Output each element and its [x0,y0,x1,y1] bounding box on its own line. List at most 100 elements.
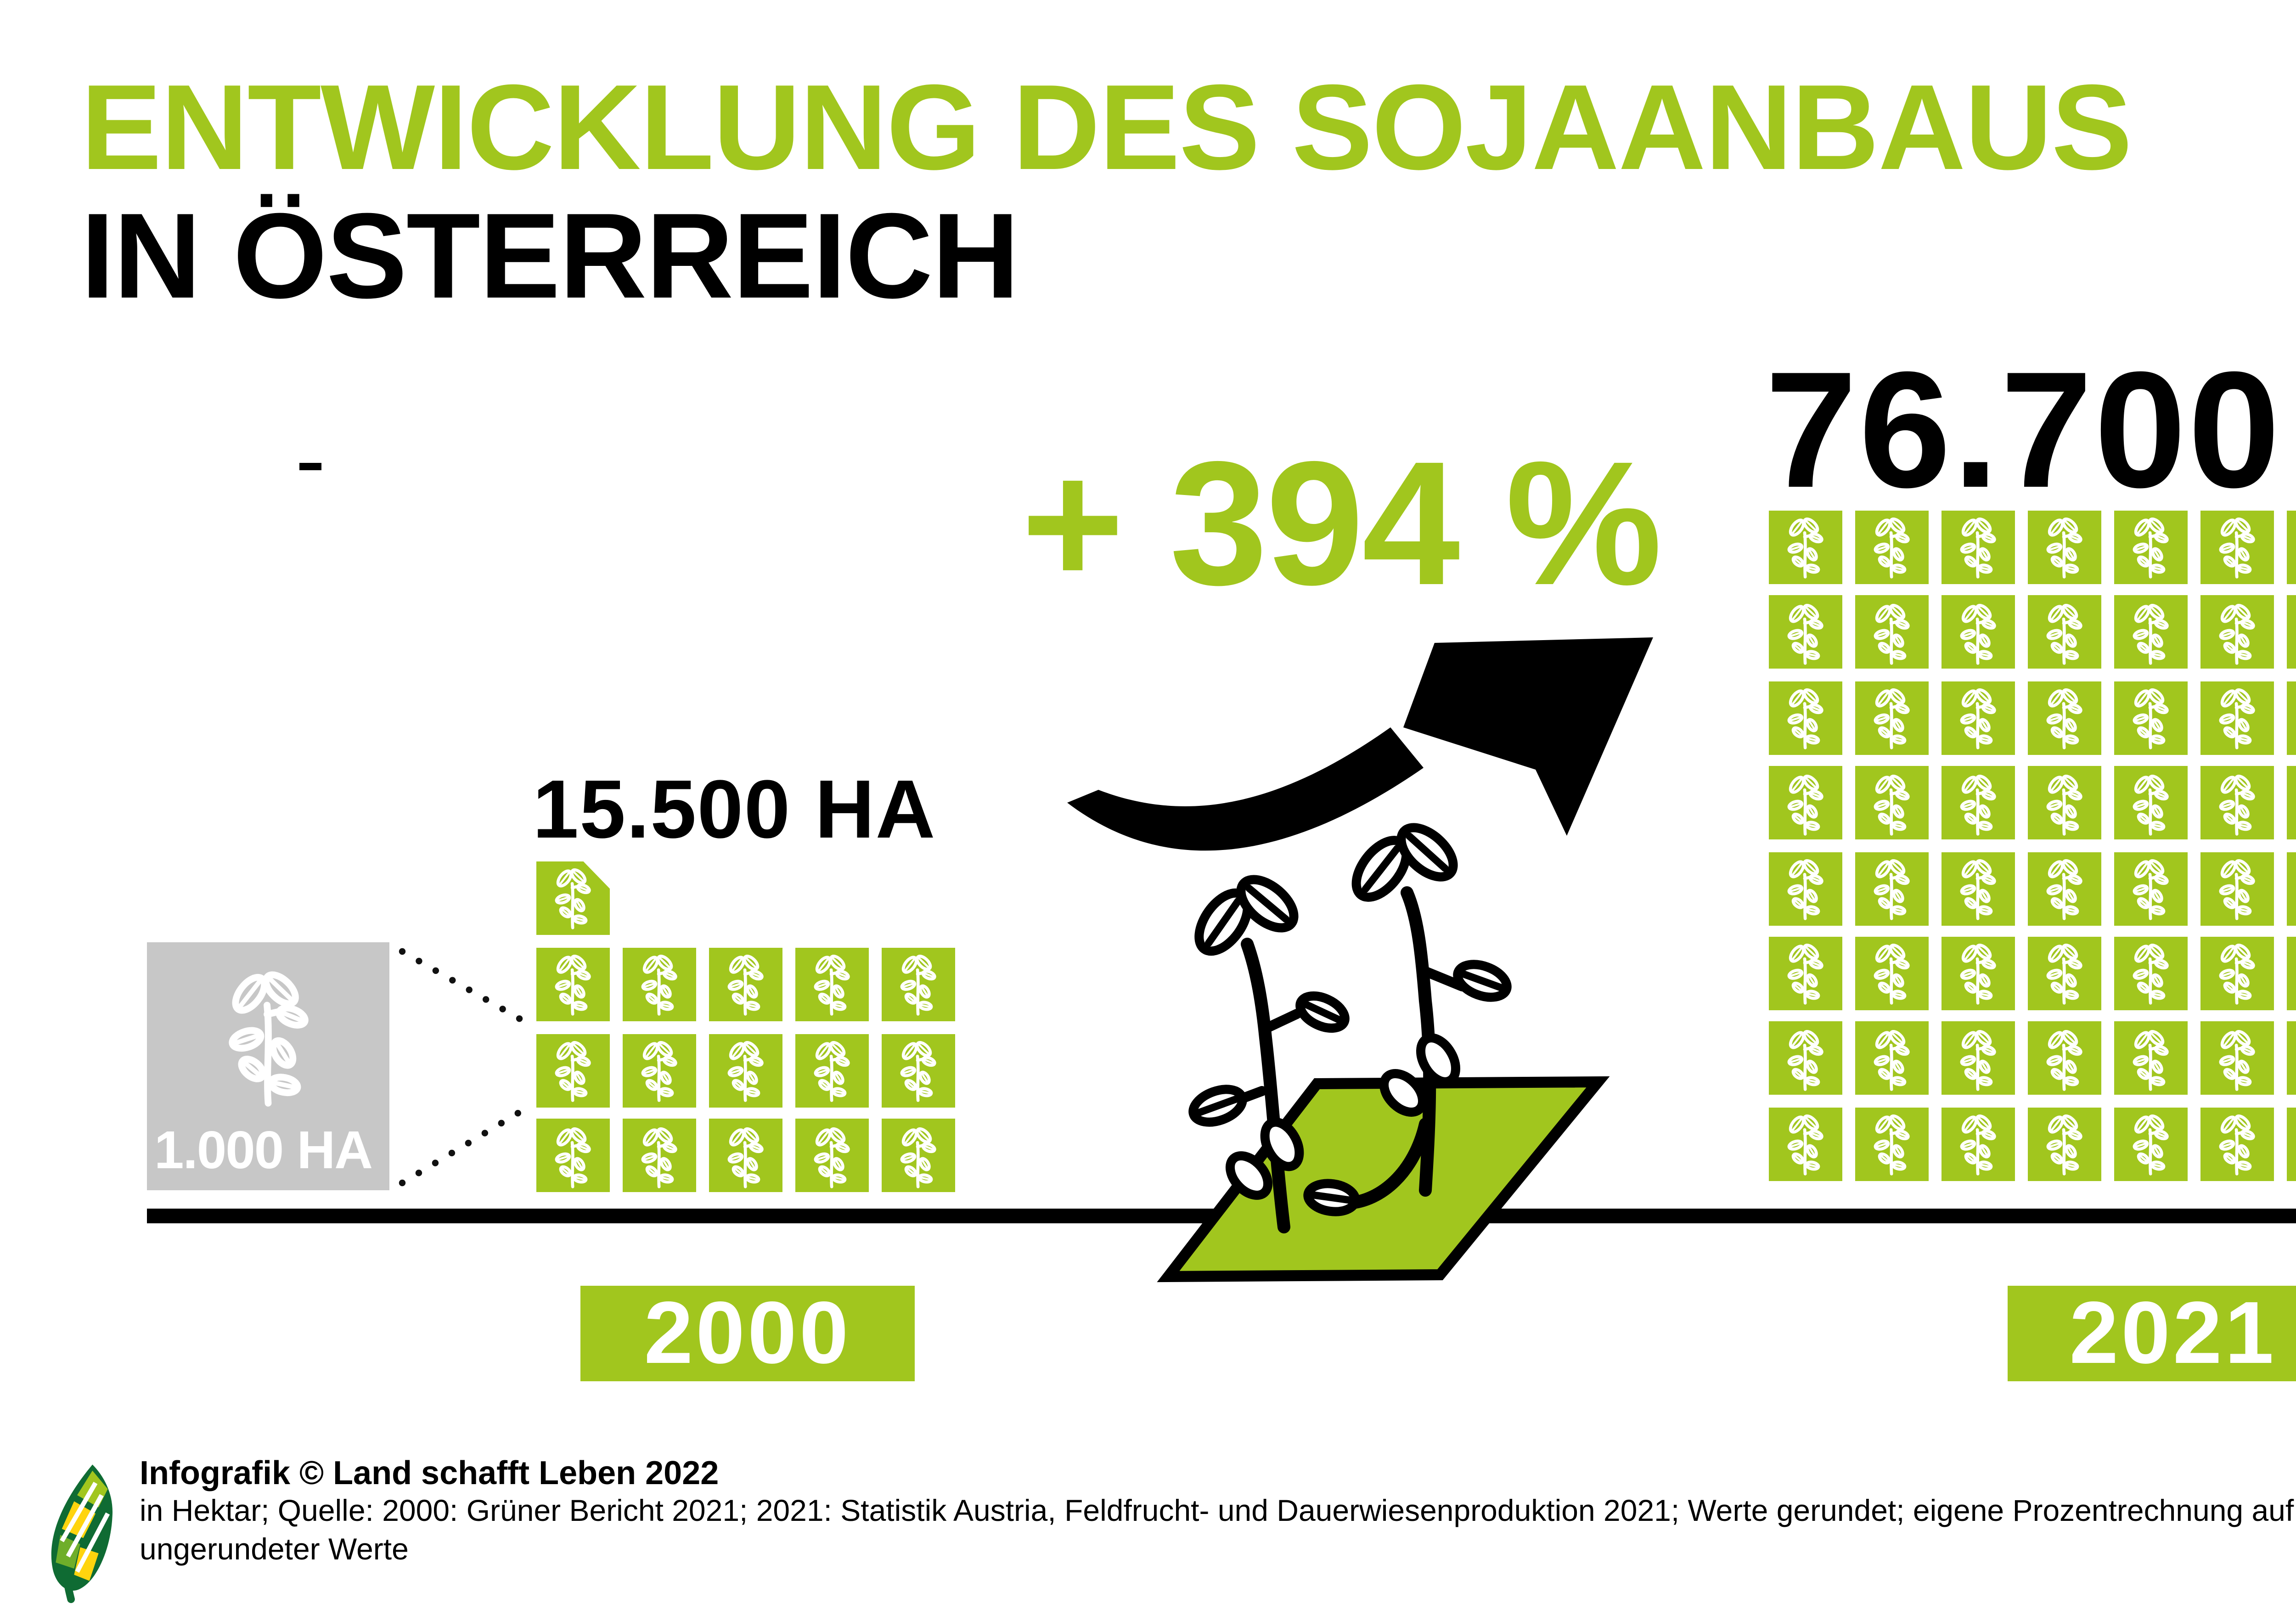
soybean-sprig-icon [1874,774,1910,835]
pictogram-tile [2287,851,2296,925]
footer-source-line-1: in Hektar; Quelle: 2000: Grüner Bericht … [140,1495,2296,1528]
soybean-sprig-icon [1874,859,1910,920]
pictogram-tile [709,1033,782,1107]
soybean-sprig-icon [2219,688,2256,750]
soybean-sprig-icon [1960,518,1997,580]
soybean-sprig-icon [1960,774,1997,835]
soybean-sprig-icon [1788,774,1824,835]
soybean-sprig-icon [1874,603,1910,664]
pictogram-tile [2287,1107,2296,1181]
soybean-sprig-icon [1960,1030,1997,1091]
soybean-sprig-icon [2047,1030,2083,1091]
value-2021-label: 76.700 HA [1765,340,2296,523]
pictogram-tile [795,1033,869,1107]
pictogram-tile [1941,681,2015,755]
soybean-sprig-icon [900,1041,937,1102]
footer-source-line-2: ungerundeter Werte [140,1534,409,1567]
year-label-2021: 2021 [2069,1285,2277,1382]
pictogram-tile [882,1033,955,1107]
pictogram-row [536,861,955,935]
legend-label: 1.000 HA [154,1122,373,1181]
pictogram-tile [1855,596,1929,670]
pictogram-row [536,1033,955,1107]
soybean-sprig-icon [728,1127,764,1188]
pictogram-tile [2200,1022,2274,1096]
pictogram-tile [1769,1107,1842,1181]
pictogram-row [536,947,955,1021]
soybean-sprig-icon [2133,1114,2169,1176]
pictogram-tile [623,1119,696,1193]
pictogram-tile [2287,766,2296,840]
percent-change-label: + 394 % [1021,426,1662,623]
field-parallelogram [1157,1076,1610,1283]
soybean-sprig-icon [728,955,764,1016]
pictogram-tile [623,1033,696,1107]
timeline-axis [147,1209,2296,1222]
pictogram-tile [2114,1107,2188,1181]
pictogram-tile [1941,1107,2015,1181]
pictogram-tile-partial [536,861,610,935]
soybean-sprig-icon [1788,859,1824,920]
soybean-sprig-icon [2047,944,2083,1006]
pictogram-tile [2287,936,2296,1010]
pictogram-tile [795,947,869,1021]
pictogram-tile [2200,596,2274,670]
pictogram-tile [536,1033,610,1107]
pictogram-tile-partial [2287,511,2296,584]
pictogram-tile [1769,511,1842,584]
pictogram-tile [1941,596,2015,670]
pictogram-tile [1855,766,1929,840]
pictogram-tile [2028,596,2101,670]
soybean-sprig-icon [2219,603,2256,664]
soybean-sprig-icon [814,1041,850,1102]
soybean-sprig-icon [1960,944,1997,1006]
soybean-sprig-icon [728,1041,764,1102]
pictogram-tile [2028,681,2101,755]
pictogram-tile [2028,511,2101,584]
pictogram-tile [2114,936,2188,1010]
soybean-sprig-icon [900,955,937,1016]
pictogram-tile [2114,1022,2188,1096]
pictogram-tile [1855,1107,1929,1181]
pictogram-tile [2200,511,2274,584]
pictogram-tile [2028,1022,2101,1096]
soybean-sprig-icon [1788,518,1824,580]
pictogram-tile [2114,851,2188,925]
pictogram-tile [2200,851,2274,925]
soybean-sprig-icon [555,869,591,930]
soybean-sprig-icon [1874,688,1910,750]
footer-credit: Infografik © Land schafft Leben 2022 [140,1455,719,1491]
soybean-sprig-icon [2133,1030,2169,1091]
pictogram-tile [795,1119,869,1193]
soybean-sprig-icon [229,971,309,1107]
soybean-sprig-icon [1788,1114,1824,1176]
legend-unit-square: 1.000 HA [147,942,389,1190]
pictogram-row [1769,766,2296,840]
soybean-sprig-icon [2047,603,2083,664]
year-label-2000: 2000 [644,1285,851,1382]
pictogram-grid-2021 [1769,511,2296,1193]
dash-mark [299,463,321,470]
pictogram-tile [1941,851,2015,925]
pictogram-tile [882,1119,955,1193]
soybean-sprig-icon [2219,859,2256,920]
pictogram-row [1769,936,2296,1010]
soybean-sprig-icon [555,1127,591,1188]
legend-soybean-icon [211,961,325,1111]
soybean-sprig-icon [2133,688,2169,750]
pictogram-tile [1855,936,1929,1010]
pictogram-tile [2028,1107,2101,1181]
soybean-plant-right [1303,823,1512,1216]
pictogram-tile [709,947,782,1021]
pictogram-tile [709,1119,782,1193]
soybean-plant-left [1188,875,1350,1233]
pictogram-row [536,1119,955,1193]
soybean-sprig-icon [2133,518,2169,580]
soybean-sprig-icon [1874,1030,1910,1091]
pictogram-tile [882,947,955,1021]
pictogram-tile [2287,1022,2296,1096]
soybean-sprig-icon [1874,518,1910,580]
pictogram-tile [623,947,696,1021]
